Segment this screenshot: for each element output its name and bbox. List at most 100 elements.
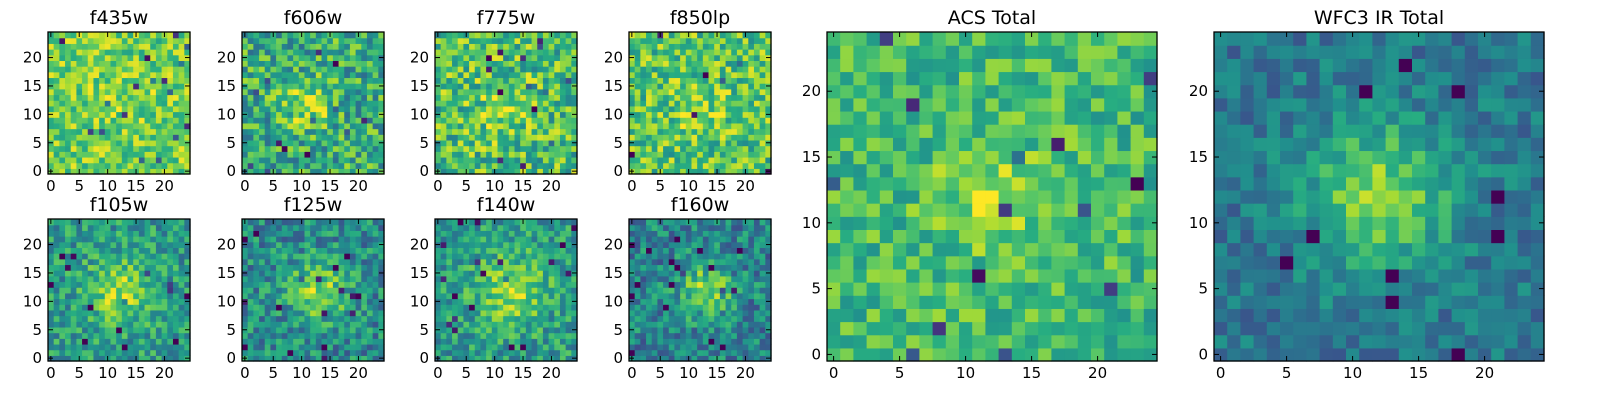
heatmap-cell [59,100,66,107]
heatmap-cell [355,241,362,248]
heatmap-cell [542,315,550,322]
heatmap-cell [685,309,693,317]
heatmap-cell [571,94,578,101]
heatmap-cell [457,128,464,135]
heatmap-cell [361,37,368,44]
heatmap-cell [65,321,72,328]
heatmap-cell [167,264,174,271]
heatmap-cell [440,151,447,158]
heatmap-cell [150,151,157,158]
heatmap-cell [70,105,77,113]
heatmap-cell [184,162,191,169]
heatmap-cell [349,60,357,67]
heatmap-cell [668,88,676,96]
heatmap-cell [742,105,749,113]
heatmap-cell [127,49,134,56]
heatmap-cell [559,224,567,231]
heatmap-cell [298,281,306,288]
heatmap-cell [338,230,345,237]
heatmap-cell [82,298,89,305]
heatmap-cell [338,122,345,130]
heatmap-cell [76,326,83,334]
heatmap-cell [270,54,277,61]
heatmap-cell [457,66,464,73]
heatmap-cell [753,275,761,283]
heatmap-cell [315,139,323,147]
heatmap-cell [674,168,681,175]
heatmap-cell [332,338,340,345]
heatmap-cell [366,343,374,351]
heatmap-cell [680,71,687,79]
heatmap-cell [287,343,294,351]
heatmap-cell [276,332,283,339]
heatmap-cell [559,94,567,101]
heatmap-cell [457,321,464,328]
heatmap-cell [702,49,710,56]
heatmap-cell [178,117,185,124]
heatmap-cell [161,145,168,152]
heatmap-cell [542,224,550,231]
heatmap-cell [497,162,504,169]
heatmap-cell [759,145,766,152]
heatmap-cell [99,83,106,90]
heatmap-cell [184,43,191,50]
heatmap-cell [508,270,516,277]
heatmap-cell [378,343,385,351]
heatmap-cell [304,32,311,39]
heatmap-cell [571,275,578,283]
heatmap-cell [121,275,129,283]
heatmap-cell [270,292,277,300]
heatmap-cell [287,332,294,339]
heatmap-cell [486,287,493,294]
heatmap-cell [133,315,140,322]
heatmap-cell [344,264,351,271]
heatmap-cell [247,145,254,152]
heatmap-cell [242,94,249,101]
heatmap-cell [446,224,453,231]
heatmap-cell [93,134,100,141]
heatmap-cell [657,309,664,317]
heatmap-cell [70,309,77,317]
heatmap-cell [646,145,653,152]
heatmap-cell [99,168,106,175]
heatmap-cell [155,258,163,266]
heatmap-cell [748,77,755,84]
heatmap-cell [366,83,374,90]
heatmap-cell [344,117,351,124]
heatmap-cell [663,349,670,356]
heatmap-cell [253,275,260,283]
heatmap-cell [452,281,459,288]
heatmap-cell [184,253,191,260]
heatmap-cell [668,270,676,277]
heatmap-cell [491,332,499,339]
heatmap-cell [48,49,55,56]
heatmap-cell [315,253,323,260]
heatmap-cell [571,219,578,226]
heatmap-cell [372,281,379,288]
heatmap-cell [503,71,510,79]
heatmap-cell [127,162,134,169]
heatmap-cell [332,168,340,175]
heatmap-cell [310,309,317,317]
heatmap-cell [651,128,658,135]
heatmap-cell [76,270,83,277]
heatmap-cell [184,292,191,300]
heatmap-cell [657,43,664,50]
heatmap-cell [668,338,676,345]
heatmap-cell [525,134,533,141]
heatmap-cell [281,83,289,90]
heatmap-cell [372,94,379,101]
heatmap-cell [440,49,447,56]
heatmap-cell [748,156,755,164]
heatmap-cell [691,355,698,362]
heatmap-cell [76,83,83,90]
heatmap-cell [702,105,710,113]
heatmap-cell [702,111,710,118]
heatmap-cell [372,349,379,356]
heatmap-cell [440,309,447,317]
heatmap-cell [571,66,578,73]
heatmap-cell [554,298,561,305]
heatmap-cell [53,145,60,152]
heatmap-cell [281,100,289,107]
heatmap-cell [548,349,555,356]
